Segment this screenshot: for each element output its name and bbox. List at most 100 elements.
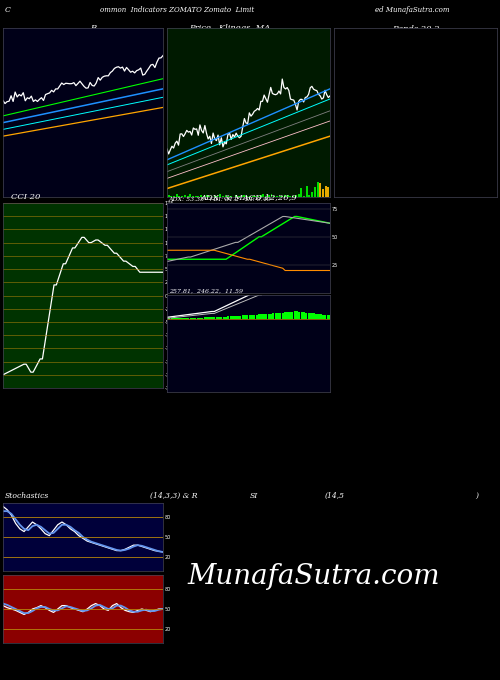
Bar	[192, 196, 194, 197]
Bar	[173, 318, 175, 319]
Bar	[256, 315, 258, 319]
Bar	[315, 313, 317, 319]
Bar	[300, 188, 302, 197]
Bar	[310, 313, 312, 319]
Bar	[260, 314, 262, 319]
Bar	[282, 196, 284, 197]
Bar	[268, 313, 270, 319]
Bar	[262, 194, 264, 197]
Bar	[185, 318, 187, 319]
Text: MunafaSutra.com: MunafaSutra.com	[188, 562, 440, 590]
Bar	[274, 313, 276, 319]
Bar	[329, 316, 331, 319]
Bar	[324, 186, 326, 197]
Bar	[196, 318, 199, 319]
Text: ): )	[475, 492, 478, 500]
Text: SI: SI	[250, 492, 258, 500]
Bar	[258, 314, 260, 319]
Bar	[178, 196, 180, 197]
Bar	[168, 318, 170, 319]
Bar	[224, 195, 226, 197]
Bar	[260, 195, 262, 197]
Bar	[227, 196, 229, 197]
Bar	[291, 311, 294, 319]
Bar	[170, 318, 173, 319]
Bar	[173, 196, 175, 197]
Bar	[166, 318, 168, 319]
Text: CCI 20: CCI 20	[11, 193, 40, 201]
Bar	[228, 316, 230, 319]
Bar	[190, 318, 192, 319]
Bar	[168, 195, 170, 197]
Bar	[252, 196, 254, 197]
Bar	[322, 315, 324, 319]
Bar	[314, 186, 316, 197]
Bar	[170, 196, 172, 197]
Bar	[277, 313, 279, 319]
Bar	[316, 182, 318, 197]
Bar	[272, 313, 274, 319]
Bar	[239, 316, 242, 319]
Bar	[220, 317, 222, 319]
Text: (14,3,3) & R: (14,3,3) & R	[150, 492, 198, 500]
Bar	[276, 196, 278, 197]
Bar	[263, 314, 265, 319]
Bar	[294, 311, 296, 319]
Bar	[284, 312, 286, 319]
Bar	[222, 196, 224, 197]
Bar	[182, 318, 184, 319]
Text: 44: 44	[166, 270, 173, 275]
Bar	[286, 312, 288, 319]
Bar	[214, 196, 216, 197]
Bar	[287, 194, 288, 197]
Bar	[290, 196, 292, 197]
Text: Stochastics: Stochastics	[5, 492, 49, 500]
Bar	[237, 316, 239, 319]
Bar	[216, 317, 218, 319]
Bar	[234, 316, 236, 319]
Bar	[206, 194, 208, 197]
Bar	[270, 313, 272, 319]
Bar	[326, 315, 328, 319]
Bar	[213, 318, 216, 319]
Bar	[320, 183, 321, 197]
Text: B: B	[90, 24, 96, 32]
Bar	[203, 196, 205, 197]
Bar	[190, 194, 192, 197]
Bar	[284, 195, 286, 197]
Text: ADX: 53.35  +DI: 31.2  -DI: 9.49: ADX: 53.35 +DI: 31.2 -DI: 9.49	[168, 197, 272, 202]
Bar	[244, 195, 246, 197]
Text: C: C	[5, 5, 11, 14]
Bar	[311, 192, 313, 197]
Text: Price,  Klineqs  MA: Price, Klineqs MA	[190, 24, 270, 32]
Bar	[295, 195, 297, 197]
Bar	[308, 194, 310, 197]
Bar	[254, 196, 256, 197]
Bar	[200, 195, 202, 197]
Bar	[241, 196, 242, 197]
Bar	[298, 311, 300, 319]
Bar	[199, 318, 201, 319]
Bar	[306, 313, 308, 319]
Text: ommon  Indicators ZOMATO Zomato  Limit: ommon Indicators ZOMATO Zomato Limit	[100, 5, 254, 14]
Bar	[248, 315, 250, 319]
Bar	[303, 196, 305, 197]
Text: ed MunafaSutra.com: ed MunafaSutra.com	[375, 5, 450, 14]
Bar	[232, 316, 234, 319]
Bar	[202, 318, 203, 319]
Bar	[208, 318, 210, 319]
Text: (14,5: (14,5	[325, 492, 345, 500]
Bar	[278, 196, 280, 197]
Bar	[230, 316, 232, 319]
Bar	[192, 318, 194, 319]
Bar	[317, 314, 320, 319]
Bar	[289, 312, 291, 319]
Bar	[298, 194, 300, 197]
Bar	[303, 312, 305, 319]
Bar	[300, 312, 302, 319]
Bar	[242, 316, 244, 319]
Bar	[218, 317, 220, 319]
Bar	[251, 315, 253, 319]
Bar	[308, 313, 310, 319]
Bar	[246, 315, 248, 319]
